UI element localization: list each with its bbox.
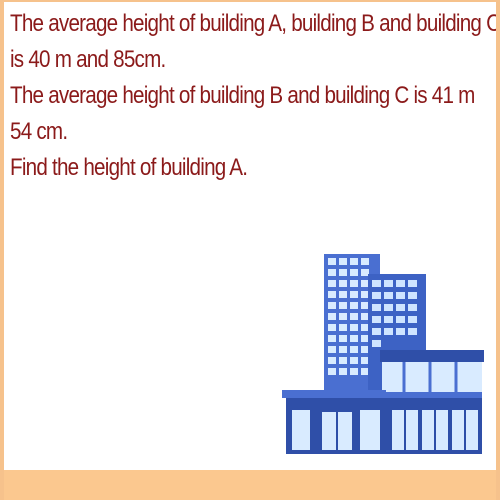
problem-statement-line-1: The average height of building A, buildi… (10, 10, 500, 73)
bottom-accent-strip (4, 470, 496, 500)
problem-question: Find the height of building A. (10, 154, 248, 181)
office-buildings-icon (282, 254, 484, 454)
problem-statement-line-2: The average height of building B and bui… (10, 82, 475, 145)
problem-text: The average height of building A, buildi… (10, 6, 500, 186)
